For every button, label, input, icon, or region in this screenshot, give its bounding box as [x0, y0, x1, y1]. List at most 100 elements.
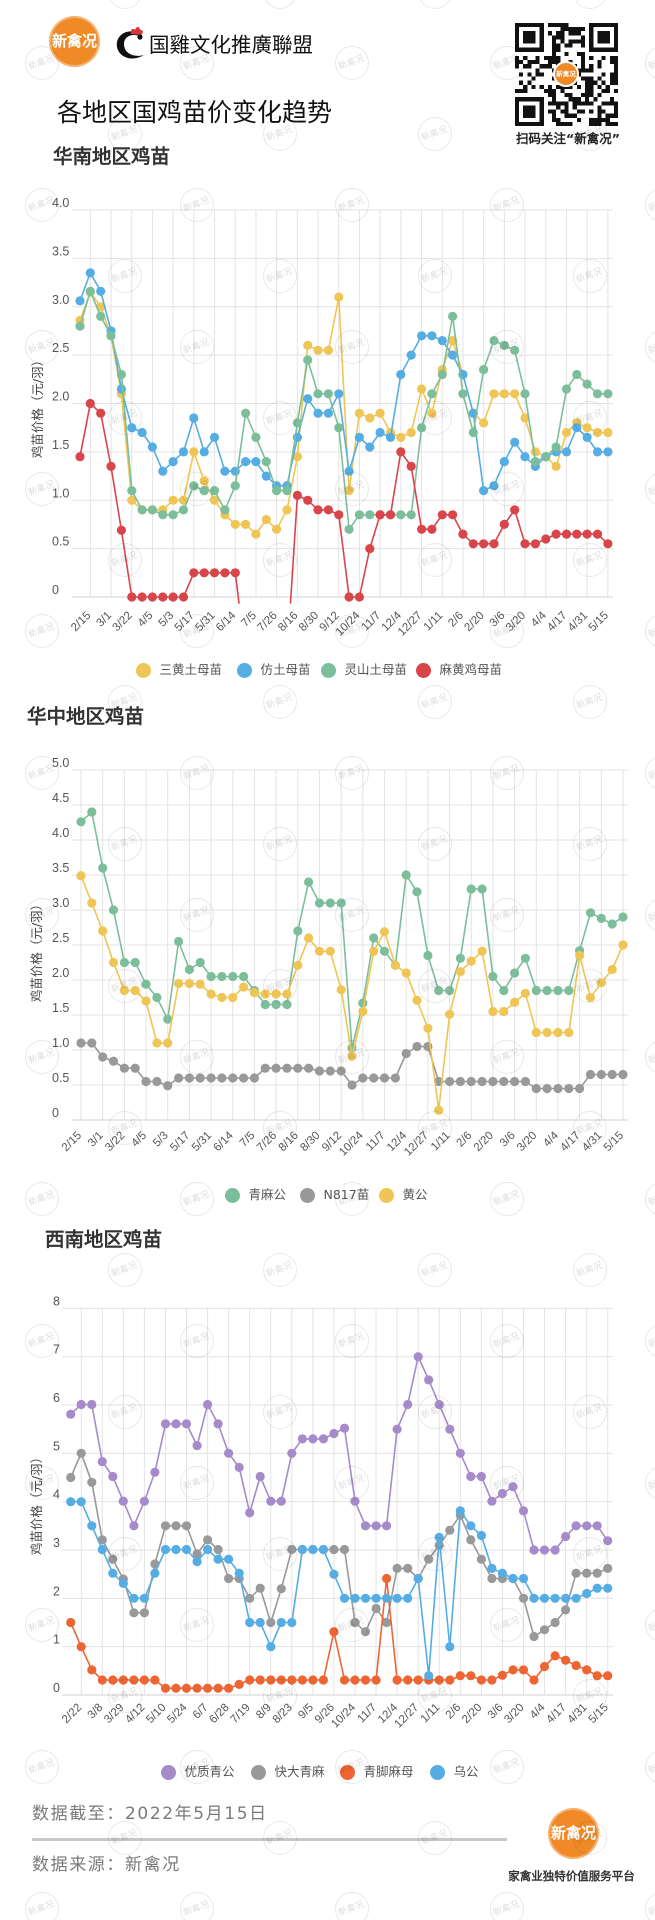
- series-line: [69, 1577, 609, 1689]
- data-point: [174, 978, 184, 989]
- data-point: [575, 950, 585, 961]
- data-point: [139, 1593, 149, 1603]
- data-point: [347, 1051, 357, 1061]
- rooster-comb: [130, 27, 143, 35]
- x-tick-label: 6/14: [214, 609, 239, 634]
- x-tick-label: 4/17: [545, 610, 569, 634]
- data-point: [87, 898, 97, 908]
- x-tick-label: 8/16: [277, 1130, 301, 1154]
- data-point: [119, 957, 129, 968]
- series-line: [79, 290, 609, 531]
- data-point: [119, 1063, 129, 1073]
- data-point: [76, 871, 86, 881]
- y-tick-label: 1.5: [52, 438, 69, 452]
- watermark-text: 新禽况: [420, 692, 450, 711]
- x-tick-label: 1/11: [429, 1130, 453, 1154]
- x-tick-label: 8/30: [298, 1130, 322, 1154]
- data-point: [553, 985, 563, 996]
- y-tick-label: 4.5: [52, 791, 69, 805]
- data-point: [108, 905, 119, 915]
- data-point: [448, 311, 458, 321]
- watermark-text: 新禽况: [337, 1899, 367, 1918]
- data-point: [385, 510, 396, 520]
- data-point: [318, 1544, 328, 1555]
- data-point: [477, 946, 487, 956]
- data-point: [518, 1506, 529, 1516]
- data-point: [365, 413, 375, 423]
- data-point: [303, 394, 313, 404]
- data-point: [292, 418, 302, 428]
- data-point: [344, 592, 354, 602]
- data-point: [350, 1675, 360, 1685]
- watermark-text: 新禽况: [575, 1260, 605, 1279]
- data-point: [369, 933, 379, 943]
- x-axis-ticks: 2/15 3/13/22 4/5 5/35/175/316/14 7/57/268/16…: [60, 1129, 626, 1158]
- x-tick-label: 11/7: [355, 1702, 379, 1726]
- data-point: [282, 989, 292, 999]
- data-point: [97, 1457, 107, 1467]
- data-point: [192, 1441, 202, 1451]
- data-point: [382, 1593, 392, 1603]
- data-point: [476, 1530, 486, 1541]
- legend-label: 灵山土母苗: [344, 661, 408, 677]
- watermark-stamp: 新禽况: [108, 1253, 142, 1287]
- data-point: [375, 427, 385, 438]
- data-point: [96, 408, 106, 418]
- data-point: [551, 529, 561, 539]
- data-point: [487, 1496, 497, 1506]
- data-point: [130, 957, 140, 968]
- data-point: [76, 1448, 86, 1458]
- watermark-stamp: 新禽况: [645, 46, 655, 80]
- data-point: [360, 1675, 371, 1685]
- data-point: [585, 908, 596, 918]
- data-point: [181, 1521, 192, 1531]
- data-point: [437, 336, 447, 346]
- data-point: [158, 592, 168, 602]
- legend-dot: [429, 1764, 445, 1780]
- data-point: [392, 1563, 402, 1573]
- x-tick-label: 10/24: [337, 1129, 366, 1158]
- data-point: [130, 1063, 140, 1073]
- watermark-text: 新禽况: [265, 0, 294, 1]
- data-point: [261, 457, 271, 467]
- data-point: [550, 1617, 560, 1628]
- data-point: [108, 1568, 118, 1578]
- data-point: [87, 1665, 97, 1675]
- data-point: [488, 971, 498, 982]
- data-point: [592, 1671, 602, 1681]
- data-point: [251, 457, 261, 467]
- x-tick-label: 3/20: [504, 610, 528, 634]
- data-point: [293, 1063, 303, 1073]
- data-point: [116, 369, 126, 380]
- y-tick-label: 4: [53, 1488, 60, 1502]
- data-point: [572, 369, 582, 380]
- y-tick-label: 3.0: [52, 293, 69, 307]
- data-point: [217, 1073, 227, 1083]
- data-point: [251, 432, 261, 442]
- watermark-stamp: 新禽况: [108, 0, 142, 9]
- x-tick-label: 5/17: [173, 610, 197, 634]
- data-point: [603, 1583, 613, 1593]
- y-tick-label: 0.5: [52, 535, 69, 549]
- data-point: [455, 967, 465, 977]
- data-point: [434, 1399, 444, 1410]
- series-line: [80, 874, 624, 1111]
- data-point: [282, 999, 292, 1010]
- data-point: [497, 1670, 507, 1680]
- x-tick-label: 4/31: [580, 1130, 604, 1154]
- data-point: [575, 1083, 585, 1094]
- data-point: [209, 486, 220, 496]
- data-point: [530, 457, 541, 467]
- data-point: [354, 432, 364, 442]
- data-point: [358, 998, 368, 1008]
- legend-dot: [224, 1187, 240, 1203]
- data-point: [339, 1544, 350, 1555]
- data-point: [354, 510, 364, 520]
- line-series: [75, 286, 613, 534]
- y-tick-label: 3.5: [52, 244, 69, 258]
- data-point: [477, 1076, 487, 1087]
- data-point: [344, 466, 354, 476]
- data-point: [406, 350, 416, 360]
- watermark-stamp: 新禽况: [263, 1253, 297, 1287]
- x-tick-label: 12/27: [396, 610, 425, 639]
